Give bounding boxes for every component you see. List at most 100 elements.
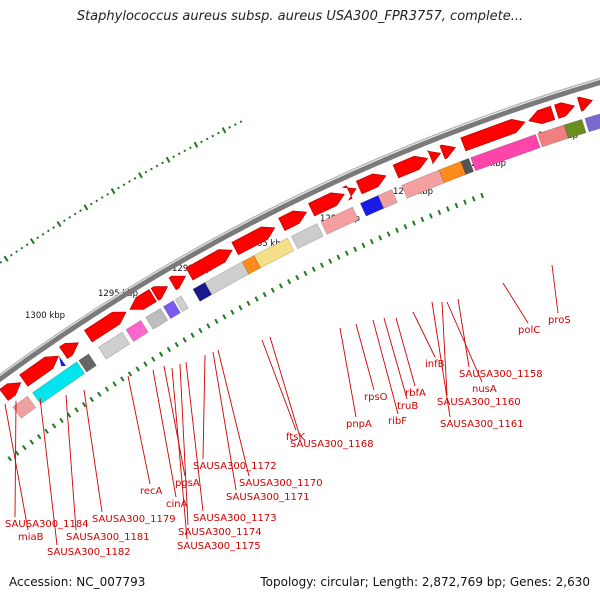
inner-tick [328, 258, 333, 264]
inner-tick [446, 206, 450, 212]
minor-tick [172, 155, 175, 159]
inner-tick [66, 412, 72, 418]
map-title: Staphylococcus aureus subsp. aureus USA3… [76, 9, 524, 24]
gene-label: rpsO [364, 392, 388, 403]
inner-tick [81, 402, 87, 408]
minor-tick [211, 134, 215, 138]
inner-tick [151, 356, 156, 362]
leader-line [127, 375, 151, 485]
gene-label: SAUSA300_1158 [459, 369, 543, 380]
leader-line [339, 327, 357, 418]
inner-tick [278, 283, 283, 289]
leader-line [446, 301, 483, 383]
minor-tick [155, 164, 159, 168]
minor-tick [100, 196, 104, 199]
backbone-highlight [0, 77, 600, 376]
inner-tick [222, 314, 227, 320]
leader-line [502, 282, 529, 324]
gene-label: cinA [166, 499, 188, 510]
gene-label: SAUSA300_1182 [47, 547, 131, 558]
inner-tick [158, 351, 164, 357]
minor-tick [68, 215, 72, 219]
minor-tick [63, 219, 66, 223]
gene-block [174, 295, 189, 313]
minor-tick [161, 161, 164, 165]
inner-tick [262, 291, 267, 298]
forward-gene-arrow [83, 311, 127, 343]
leader-line [217, 349, 250, 477]
gene-label: SAUSA300_1179 [92, 514, 176, 525]
inner-tick [198, 327, 203, 334]
leader-line [163, 365, 186, 477]
gene-block [78, 353, 97, 373]
gene-block [438, 161, 467, 184]
inner-tick [463, 199, 467, 205]
forward-gene-arrow [554, 102, 576, 119]
gene-block [470, 133, 541, 172]
major-tick [56, 221, 62, 228]
leader-line [179, 363, 189, 526]
topology-text: Topology: circular; Length: 2,872,769 bp… [260, 575, 590, 589]
forward-gene-arrow [439, 144, 456, 160]
minor-tick [128, 180, 131, 183]
major-tick [83, 204, 89, 211]
backbone [0, 77, 600, 383]
inner-tick [429, 213, 433, 219]
backbone-line [0, 79, 600, 383]
forward-gene-arrow [185, 249, 233, 281]
gene-block [241, 255, 261, 275]
inner-tick [174, 342, 179, 348]
minor-tick [117, 186, 120, 190]
forward-gene-arrow [59, 342, 79, 359]
minor-tick [20, 246, 24, 250]
gene-block [291, 223, 324, 250]
forward-gene-arrow [231, 226, 276, 256]
leader-line [431, 301, 451, 418]
leader-line [39, 397, 58, 546]
minor-tick [52, 226, 56, 229]
forward-gene-arrow [355, 173, 387, 195]
inner-tick [112, 381, 117, 387]
leader-line [152, 369, 177, 498]
reverse-genes [12, 113, 600, 419]
major-tick [3, 255, 9, 262]
gene-label: SAUSA300_1168 [290, 439, 374, 450]
inner-tick [230, 309, 235, 315]
inner-tick [420, 216, 425, 223]
forward-genes [0, 96, 593, 401]
forward-gene-arrow [19, 355, 59, 387]
gene-label: rbfA [405, 388, 426, 399]
leader-line [261, 339, 297, 431]
gene-label: polC [518, 325, 540, 336]
major-tick [165, 156, 171, 163]
forward-gene-arrow [392, 155, 429, 179]
gene-label: SAUSA300_1160 [437, 397, 521, 408]
inner-tick [480, 192, 484, 199]
forward-gene-arrow [577, 96, 593, 112]
minor-tick [46, 229, 50, 233]
leader-line [372, 319, 399, 415]
inner-tick [295, 274, 300, 281]
gene-label: ftsK [286, 432, 305, 443]
forward-gene-arrow [460, 118, 526, 152]
gene-label: SAUSA300_1175 [177, 541, 261, 552]
minor-tick [73, 212, 77, 216]
inner-tick [287, 279, 292, 285]
minor-tick [95, 199, 99, 203]
origin-marker [59, 356, 66, 370]
gene-labels: proS polC SAUSA300_1158 nusA SAUSA300_1160 SA… [5, 315, 571, 558]
gene-block [460, 157, 475, 175]
inner-tick [403, 223, 408, 230]
inner-tick [353, 246, 358, 252]
minor-tick [228, 126, 232, 129]
inner-tick [7, 456, 13, 462]
inner-tick [135, 366, 140, 372]
gene-label: SAUSA300_1171 [226, 492, 310, 503]
minor-tick [0, 260, 3, 264]
leader-line [14, 400, 17, 518]
leader-line [4, 403, 29, 531]
minor-tick [15, 250, 18, 254]
minor-tick [150, 167, 153, 171]
gene-block [204, 261, 250, 296]
minor-tick [106, 192, 109, 196]
